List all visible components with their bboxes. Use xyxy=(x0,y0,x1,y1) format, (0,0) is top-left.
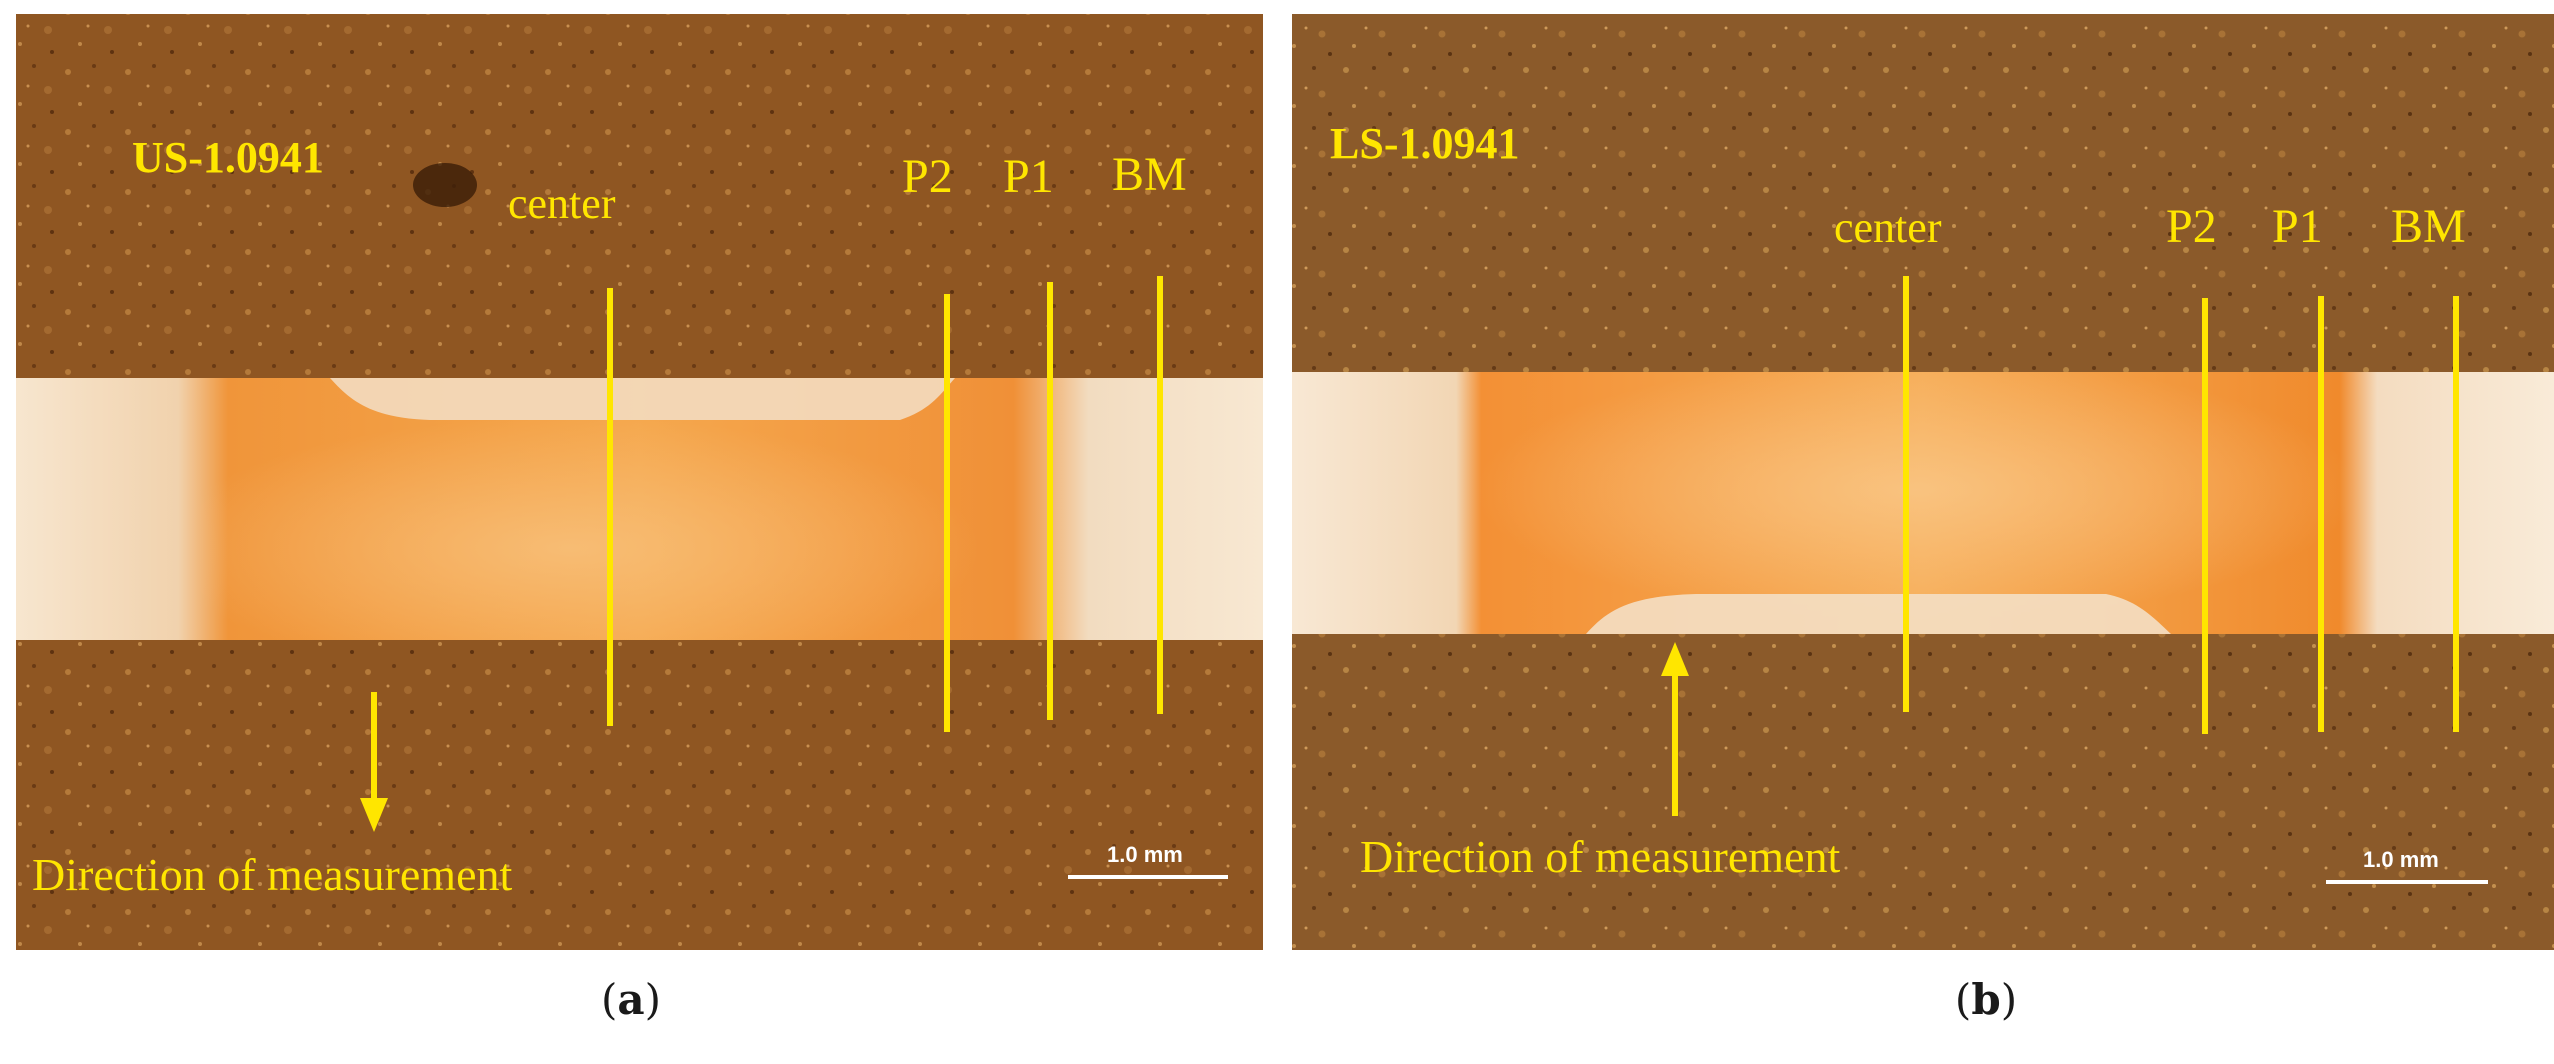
weld-depression xyxy=(1586,594,2171,634)
label-center: center xyxy=(1834,203,1942,252)
micrograph-b: LS-1.0941 center P2 P1 BM Direction of m… xyxy=(1292,14,2554,950)
label-p1: P1 xyxy=(2272,200,2323,253)
weld-depression xyxy=(330,378,955,420)
label-p1: P1 xyxy=(1003,150,1054,203)
label-bm: BM xyxy=(1112,148,1187,201)
sample-label: LS-1.0941 xyxy=(1330,119,1519,168)
micrograph-panel-a: US-1.0941 center P2 P1 BM Direction of m… xyxy=(16,14,1263,1024)
label-p2: P2 xyxy=(2166,200,2217,253)
direction-arrow-head xyxy=(360,798,388,832)
scale-bar-label: 1.0 mm xyxy=(2363,847,2439,872)
caption-a: (a) xyxy=(601,975,661,1024)
label-bm: BM xyxy=(2391,200,2466,253)
direction-label: Direction of measurement xyxy=(32,849,512,900)
direction-label: Direction of measurement xyxy=(1360,831,1840,882)
caption-b: (b) xyxy=(1954,975,2018,1024)
dark-inclusion xyxy=(413,163,477,207)
micrograph-panel-b: LS-1.0941 center P2 P1 BM Direction of m… xyxy=(1276,0,2554,1064)
label-p2: P2 xyxy=(902,150,953,203)
direction-arrow-head xyxy=(1661,642,1689,676)
scale-bar-label: 1.0 mm xyxy=(1107,842,1183,867)
weld-glow xyxy=(1476,372,2356,634)
micrograph-a: US-1.0941 center P2 P1 BM Direction of m… xyxy=(16,14,1263,950)
sample-label: US-1.0941 xyxy=(132,133,324,182)
label-center: center xyxy=(508,179,616,228)
